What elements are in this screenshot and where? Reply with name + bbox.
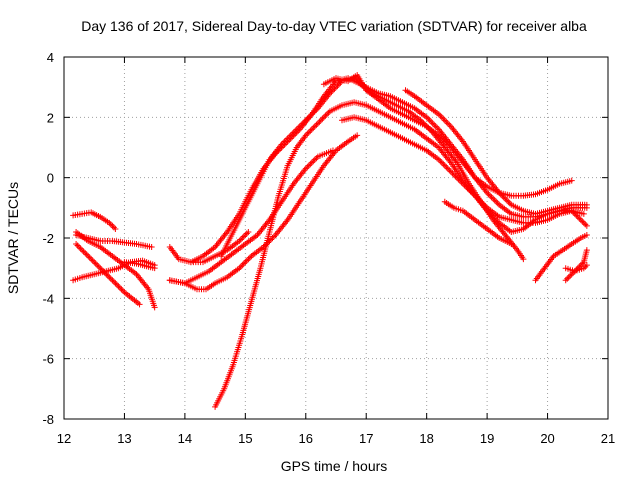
series-arc-3	[73, 232, 155, 251]
data-point-marker	[583, 222, 590, 229]
series-arc-15	[402, 87, 590, 217]
x-tick-label: 16	[299, 431, 313, 446]
series-arc-8	[166, 132, 361, 293]
data-point-marker	[151, 304, 158, 311]
data-point-marker	[583, 262, 590, 269]
x-tick-label: 14	[178, 431, 192, 446]
y-tick-label: -2	[42, 231, 54, 246]
data-point-marker	[508, 241, 515, 248]
series-line	[214, 101, 584, 408]
data-point-marker	[583, 231, 590, 238]
series-arc-1	[70, 209, 119, 232]
data-point-marker	[245, 228, 252, 235]
x-tick-label: 20	[540, 431, 554, 446]
x-tick-label: 12	[57, 431, 71, 446]
y-tick-labels: -8 -6 -4 -2 0 2 4	[42, 50, 54, 427]
series-line	[190, 77, 524, 263]
data-point-marker	[583, 247, 590, 254]
y-tick-label: 0	[47, 171, 54, 186]
data-point-marker	[112, 225, 119, 232]
x-tick-label: 15	[238, 431, 252, 446]
series-arc-9	[166, 147, 336, 287]
x-tick-label: 13	[117, 431, 131, 446]
y-tick-label: -4	[42, 291, 54, 306]
series-arc-11	[212, 99, 587, 410]
y-axis-label: SDTVAR / TECUs	[5, 182, 21, 294]
data-point-marker	[151, 265, 158, 272]
chart-title: Day 136 of 2017, Sidereal Day-to-day VTE…	[81, 18, 587, 34]
x-tick-label: 18	[419, 431, 433, 446]
data-point-marker	[583, 201, 590, 208]
series-arc-13	[320, 72, 575, 199]
data-point-marker	[520, 256, 527, 263]
data-point-marker	[136, 301, 143, 308]
data-point-marker	[329, 147, 336, 154]
series-arc-12	[218, 75, 590, 260]
series-arc-2	[73, 229, 158, 311]
series-arc-17	[532, 231, 590, 284]
x-tick-labels: 12 13 14 15 16 17 18 19 20 21	[57, 431, 615, 446]
series-arc-14	[339, 114, 590, 229]
x-tick-label: 19	[480, 431, 494, 446]
series-arc-19	[562, 262, 590, 275]
data-point-marker	[354, 132, 361, 139]
data-point-marker	[580, 210, 587, 217]
axis-ticks	[63, 56, 609, 420]
series-arc-16	[441, 198, 515, 248]
y-tick-label: 2	[47, 110, 54, 125]
series-arc-6	[121, 259, 158, 272]
series-layer	[70, 72, 590, 410]
series-line	[323, 74, 572, 197]
x-tick-label: 21	[601, 431, 615, 446]
x-axis-label: GPS time / hours	[281, 458, 388, 474]
data-point-marker	[568, 177, 575, 184]
y-tick-label: 4	[47, 50, 54, 65]
data-point-marker	[148, 244, 155, 251]
series-line	[169, 149, 334, 284]
y-tick-label: -6	[42, 352, 54, 367]
y-tick-label: -8	[42, 412, 54, 427]
x-tick-label: 17	[359, 431, 373, 446]
